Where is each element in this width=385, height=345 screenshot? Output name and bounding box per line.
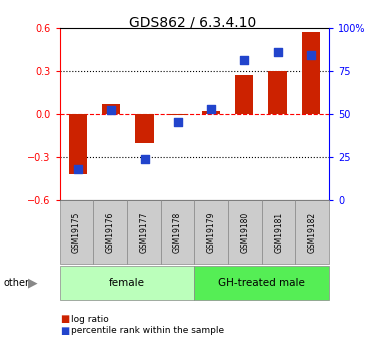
Bar: [169, 114, 187, 115]
Bar: [302, 32, 320, 114]
Text: GSM19182: GSM19182: [308, 211, 317, 253]
Bar: [268, 71, 287, 114]
Text: log ratio: log ratio: [71, 315, 109, 324]
Text: GSM19181: GSM19181: [274, 211, 283, 253]
Bar: [202, 111, 220, 114]
Bar: [235, 75, 253, 114]
Point: [308, 52, 314, 58]
Bar: [136, 114, 154, 142]
Point: [75, 166, 81, 172]
Text: ■: ■: [60, 326, 69, 335]
Text: GSM19175: GSM19175: [72, 211, 81, 253]
Bar: [102, 104, 121, 114]
Text: GSM19180: GSM19180: [241, 211, 249, 253]
Text: percentile rank within the sample: percentile rank within the sample: [71, 326, 224, 335]
Point: [108, 108, 114, 113]
Point: [241, 58, 248, 63]
Bar: [69, 114, 87, 174]
Point: [275, 49, 281, 55]
Point: [208, 106, 214, 111]
Text: GDS862 / 6.3.4.10: GDS862 / 6.3.4.10: [129, 16, 256, 30]
Text: other: other: [4, 278, 30, 288]
Text: GH-treated male: GH-treated male: [218, 278, 305, 288]
Point: [175, 120, 181, 125]
Text: ▶: ▶: [28, 276, 38, 289]
Text: GSM19179: GSM19179: [207, 211, 216, 253]
Text: GSM19177: GSM19177: [139, 211, 148, 253]
Text: GSM19176: GSM19176: [106, 211, 115, 253]
Text: GSM19178: GSM19178: [173, 211, 182, 253]
Text: female: female: [109, 278, 145, 288]
Point: [141, 156, 147, 161]
Text: ■: ■: [60, 314, 69, 324]
